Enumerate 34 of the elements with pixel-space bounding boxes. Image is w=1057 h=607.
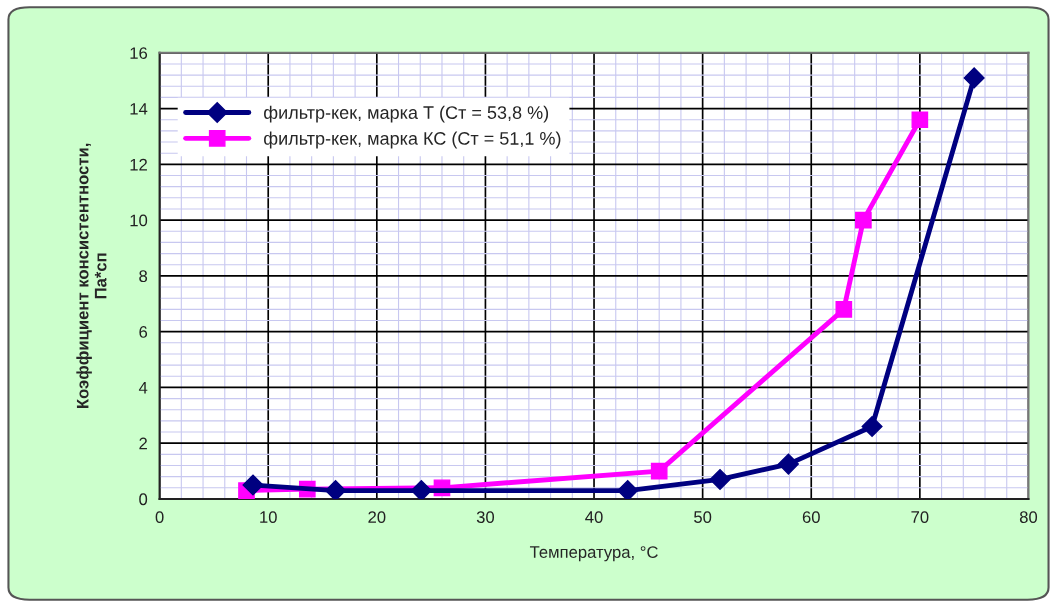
y-axis-title: Коэффициент консистентности, Па*сп: [76, 143, 107, 409]
point: [855, 211, 872, 229]
y-tick-label: 8: [139, 270, 148, 283]
y-tick-label: 16: [130, 47, 148, 60]
x-tick-label: 80: [1019, 511, 1038, 523]
legend-label: фильтр-кек, марка КС (Ст = 51,1 %): [264, 131, 561, 149]
x-axis-title: Температура, °С: [529, 546, 658, 562]
point: [650, 462, 668, 480]
point: [325, 480, 347, 499]
point: [242, 474, 264, 496]
point: [963, 67, 985, 89]
y-tick-label: 2: [139, 437, 147, 450]
y-tick-label: 10: [130, 214, 148, 227]
point: [410, 480, 432, 499]
point: [777, 453, 799, 475]
point: [835, 301, 853, 318]
point: [911, 111, 929, 129]
x-tick-label: 70: [911, 511, 929, 523]
x-tick-label: 10: [260, 511, 277, 523]
legend-label: фильтр-кек, марка Т (Ст = 53,8 %): [264, 105, 549, 123]
x-tick-label: 60: [802, 511, 820, 523]
x-tick-label: 40: [585, 511, 603, 523]
x-tick-label: 50: [694, 511, 712, 523]
x-tick-label: 0: [155, 511, 164, 523]
point: [861, 415, 883, 437]
x-tick-label: 30: [476, 511, 495, 523]
y-tick-label: 0: [139, 493, 148, 506]
y-tick-label: 14: [130, 103, 148, 115]
y-tick-label: 12: [130, 158, 147, 171]
y-tick-label: 6: [139, 326, 148, 338]
x-tick-label: 20: [368, 511, 386, 523]
y-tick-label: 4: [138, 381, 148, 394]
point: [709, 468, 731, 490]
point: [617, 480, 639, 499]
